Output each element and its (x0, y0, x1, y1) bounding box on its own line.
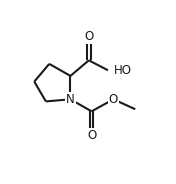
Text: O: O (84, 30, 93, 43)
Text: O: O (109, 93, 118, 106)
Text: N: N (66, 93, 75, 106)
Text: O: O (87, 129, 96, 142)
Text: HO: HO (113, 64, 131, 77)
